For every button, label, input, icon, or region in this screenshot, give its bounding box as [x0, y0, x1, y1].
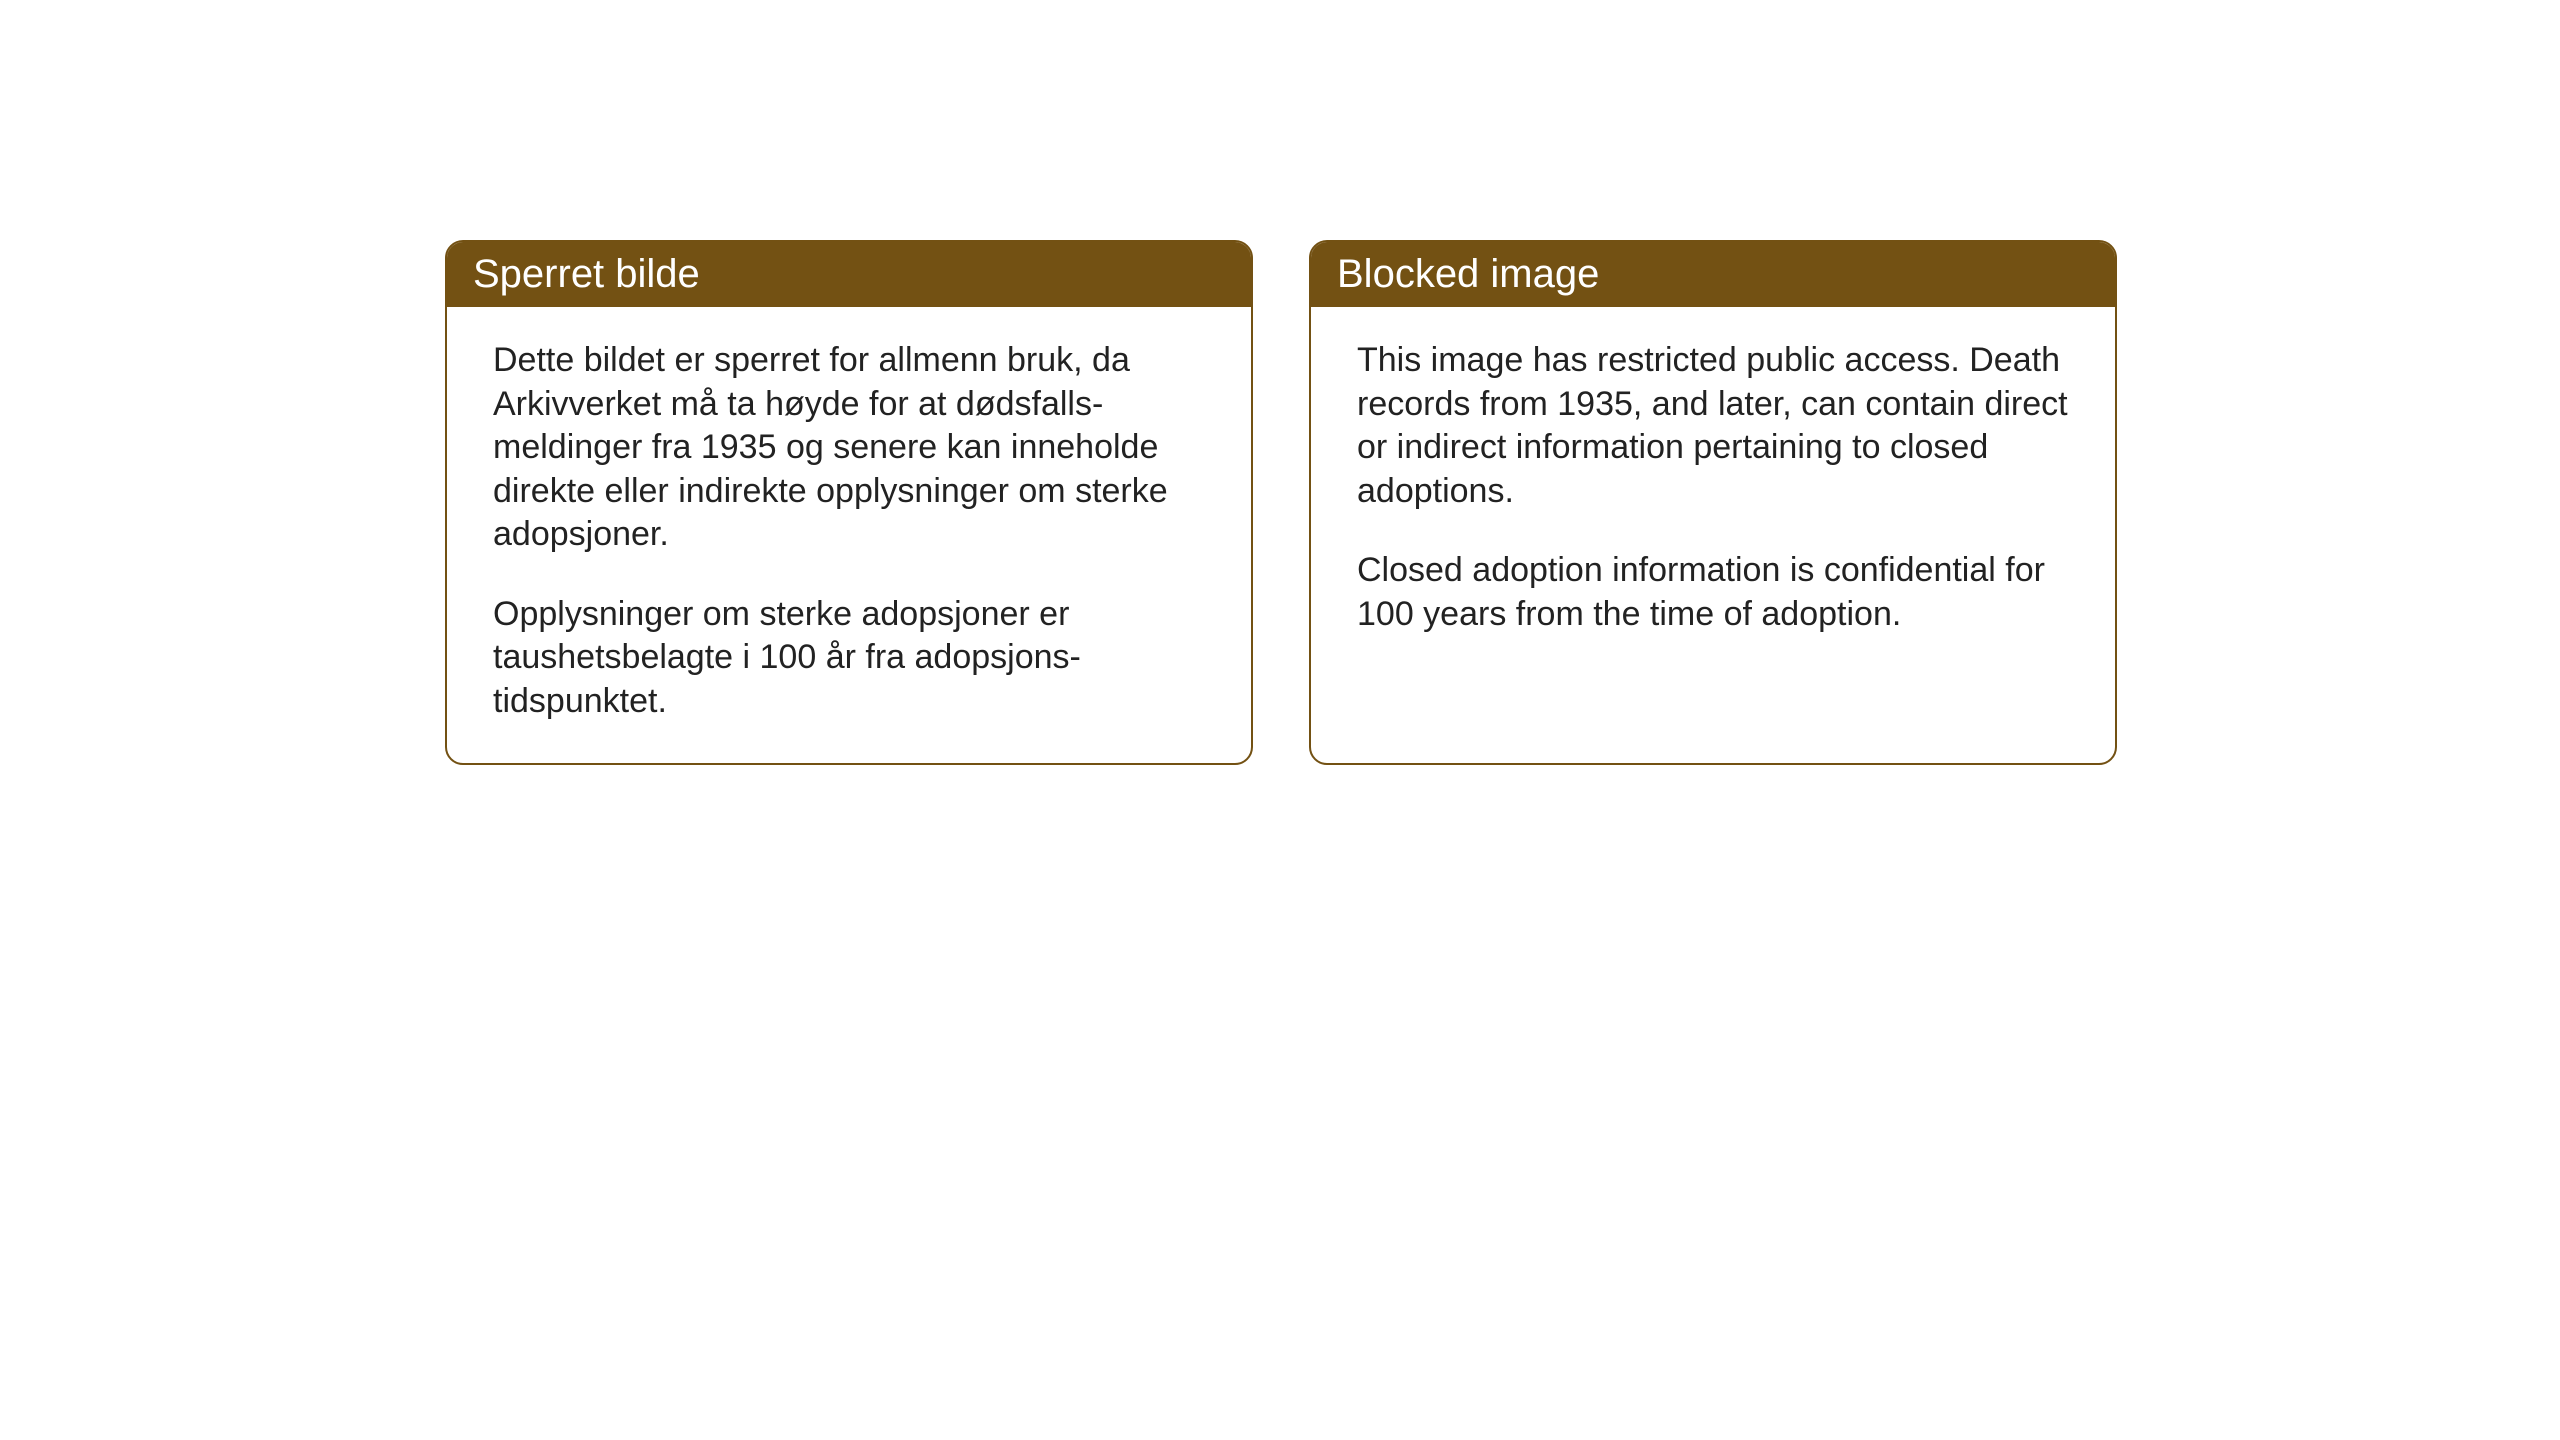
card-paragraph-1-english: This image has restricted public access.…: [1357, 339, 2069, 513]
notice-card-norwegian: Sperret bilde Dette bildet er sperret fo…: [445, 240, 1253, 765]
card-paragraph-2-norwegian: Opplysninger om sterke adopsjoner er tau…: [493, 593, 1205, 724]
card-header-norwegian: Sperret bilde: [447, 242, 1251, 307]
card-paragraph-1-norwegian: Dette bildet er sperret for allmenn bruk…: [493, 339, 1205, 557]
notice-container: Sperret bilde Dette bildet er sperret fo…: [445, 240, 2117, 765]
card-title-norwegian: Sperret bilde: [473, 252, 700, 296]
card-body-norwegian: Dette bildet er sperret for allmenn bruk…: [447, 307, 1251, 763]
notice-card-english: Blocked image This image has restricted …: [1309, 240, 2117, 765]
card-paragraph-2-english: Closed adoption information is confident…: [1357, 549, 2069, 636]
card-body-english: This image has restricted public access.…: [1311, 307, 2115, 676]
card-header-english: Blocked image: [1311, 242, 2115, 307]
card-title-english: Blocked image: [1337, 252, 1599, 296]
